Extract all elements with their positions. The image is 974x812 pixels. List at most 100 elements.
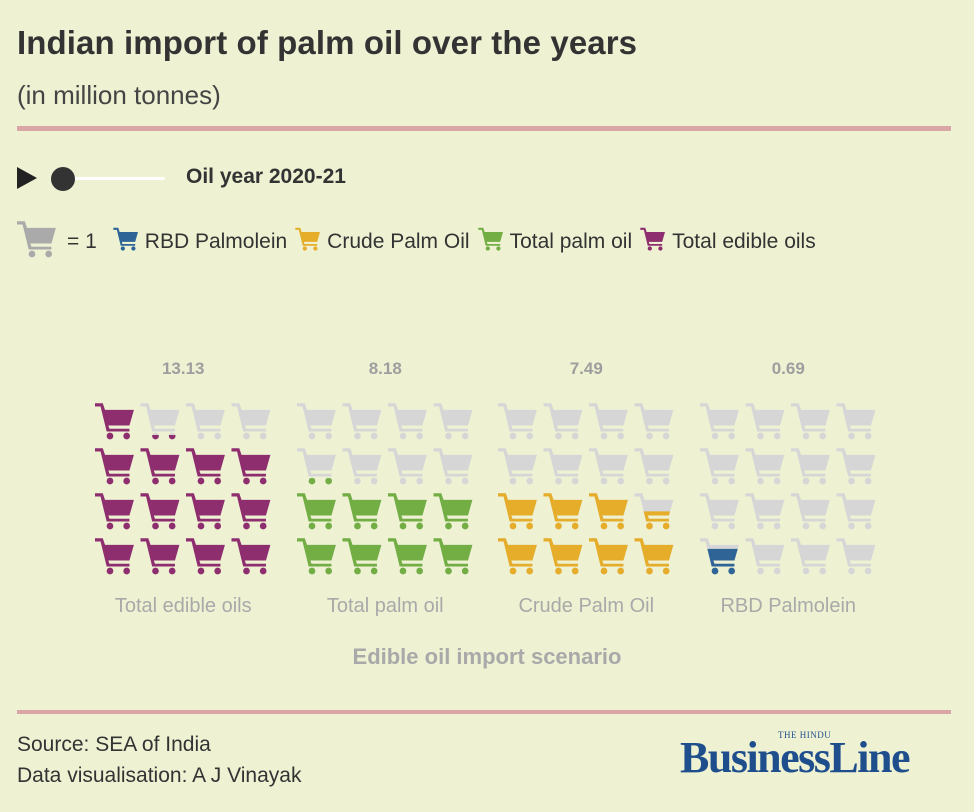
cart-icon: [231, 448, 271, 485]
year-player: Oil year 2020-21: [17, 163, 417, 193]
legend-item-total-edible-oils: Total edible oils: [640, 227, 816, 257]
cart-icon: [745, 403, 785, 440]
cart-icon: [140, 403, 180, 440]
cart-icon: [113, 227, 139, 257]
cart-icon: [543, 403, 583, 440]
cart-icon: [836, 448, 876, 485]
cart-icon: [791, 448, 830, 485]
cart-icon: [186, 493, 225, 530]
category-label: Total edible oils: [115, 595, 252, 617]
brand-tagline: THE HINDU: [778, 730, 832, 740]
value-label: 13.13: [162, 359, 205, 378]
cart-icon: [791, 538, 830, 575]
cart-icon: [634, 538, 674, 575]
cart-icon: [231, 538, 271, 575]
cart-icon: [297, 538, 336, 575]
header-divider: [17, 126, 951, 131]
cart-icon: [634, 493, 674, 530]
cart-icon: [745, 448, 785, 485]
cart-icon: [700, 403, 739, 440]
cart-icon: [589, 448, 628, 485]
cart-icon: [186, 403, 225, 440]
cart-icon: [634, 448, 674, 485]
cart-icon: [297, 493, 336, 530]
cart-icon: [634, 403, 674, 440]
x-axis-title: Edible oil import scenario: [352, 644, 622, 669]
cart-icon: [836, 493, 876, 530]
cart-icon: [791, 493, 830, 530]
cart-icon: [295, 227, 321, 257]
cart-icon: [543, 448, 583, 485]
pictogram-chart: 13.13 Total edible oils 8.18 Total palm oil…: [95, 359, 876, 617]
cart-icon: [231, 403, 271, 440]
footer: Source: SEA of India Data visualisation:…: [17, 729, 301, 791]
cart-icon: [342, 448, 382, 485]
category-label: Crude Palm Oil: [518, 595, 654, 617]
legend-item-rbd-palmolein: RBD Palmolein: [113, 227, 287, 257]
legend-label: RBD Palmolein: [144, 230, 288, 253]
credit-text: Data visualisation: A J Vinayak: [17, 764, 302, 787]
cart-icon: [140, 538, 180, 575]
cart-icon: [95, 403, 134, 440]
cart-icon: [140, 448, 180, 485]
cart-icon: [589, 493, 628, 530]
value-label: 0.69: [772, 359, 805, 378]
cart-icon: [498, 493, 537, 530]
brand-name: BusinessLine: [680, 733, 910, 782]
cart-icon: [95, 448, 134, 485]
cart-icon: [543, 493, 583, 530]
period-label: Oil year 2020-21: [186, 165, 346, 188]
footer-divider: [17, 710, 951, 714]
value-label: 7.49: [570, 359, 603, 378]
cart-icon: [700, 448, 739, 485]
cart-icon: [640, 227, 666, 257]
cart-icon: [342, 403, 382, 440]
cart-icon: [297, 403, 336, 440]
cart-icon: [231, 493, 271, 530]
source-text: Source: SEA of India: [17, 733, 211, 756]
cart-icon: [388, 538, 427, 575]
legend-label: Crude Palm Oil: [327, 230, 470, 253]
year-slider-track[interactable]: [69, 177, 165, 180]
legend-label: Total edible oils: [672, 230, 816, 253]
page-title: Indian import of palm oil over the years: [17, 24, 638, 61]
cart-icon: [498, 448, 537, 485]
cart-icon: [589, 403, 628, 440]
legend-unit-label: = 1: [67, 230, 97, 253]
cart-icon: [433, 538, 473, 575]
category-label: RBD Palmolein: [720, 595, 856, 617]
cart-icon: [297, 448, 336, 485]
cart-icon: [477, 227, 504, 257]
play-icon[interactable]: [17, 167, 37, 189]
cart-icon: [433, 403, 473, 440]
cart-icon: [433, 448, 473, 485]
cart-icon: [589, 538, 628, 575]
cart-icon: [700, 493, 739, 530]
cart-icon: [186, 538, 225, 575]
cart-icon: [140, 493, 180, 530]
cart-icon: [836, 403, 876, 440]
cart-icon: [388, 493, 427, 530]
legend-item-total-palm-oil: Total palm oil: [477, 227, 633, 257]
page-subtitle: (in million tonnes): [17, 80, 221, 110]
cart-icon: [791, 403, 830, 440]
value-label: 8.18: [369, 359, 402, 378]
cart-icon: [433, 493, 473, 530]
cart-icon: [186, 448, 225, 485]
year-slider-knob[interactable]: [51, 167, 75, 191]
category-label: Total palm oil: [327, 595, 444, 617]
cart-icon: [700, 538, 739, 575]
cart-icon: [342, 493, 382, 530]
legend-item-crude-palm-oil: Crude Palm Oil: [295, 227, 470, 257]
cart-icon: [388, 448, 427, 485]
cart-icon: [745, 538, 785, 575]
cart-icon: [388, 403, 427, 440]
cart-icon: [95, 538, 134, 575]
brand-logo: THE HINDU BusinessLine: [680, 730, 955, 782]
legend-label: Total palm oil: [509, 230, 633, 253]
cart-icon: [342, 538, 382, 575]
cart-icon: [836, 538, 876, 575]
cart-icon: [498, 403, 537, 440]
cart-icon: [543, 538, 583, 575]
